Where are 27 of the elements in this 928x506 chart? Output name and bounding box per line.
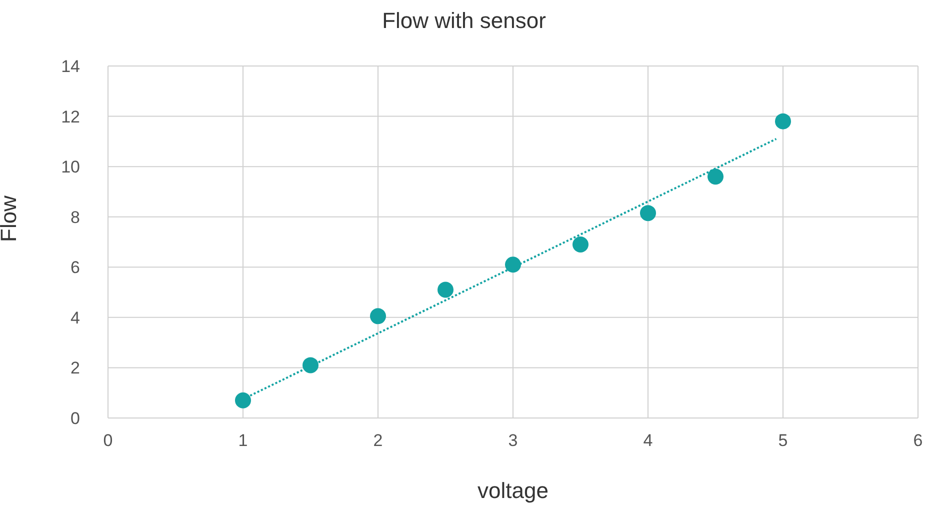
y-axis-title: Flow [0,195,21,242]
point [708,168,724,185]
x-tick-label: 3 [508,431,518,450]
y-tick-label: 6 [70,258,80,278]
x-tick-label: 6 [913,431,923,450]
y-tick-label: 14 [61,57,80,76]
y-tick-label: 0 [70,409,80,428]
point [438,282,454,298]
x-tick-label: 1 [238,431,248,450]
point [370,308,386,324]
y-tick-label: 8 [70,208,80,227]
x-tick-label: 0 [103,431,113,450]
x-tick-label: 4 [643,431,653,450]
chart-title: Flow with sensor [381,8,547,34]
y-tick-label: 4 [70,308,80,328]
point [302,357,318,374]
point [235,392,251,408]
x-tick-label: 2 [373,431,383,450]
point [505,256,521,273]
y-tick-label: 2 [70,358,80,378]
point [572,236,588,253]
y-tick-label: 12 [61,107,80,126]
point [775,113,791,130]
x-axis-title: voltage [478,478,548,503]
point [640,205,656,222]
x-tick-label: 5 [778,431,788,450]
y-tick-label: 10 [61,158,80,177]
